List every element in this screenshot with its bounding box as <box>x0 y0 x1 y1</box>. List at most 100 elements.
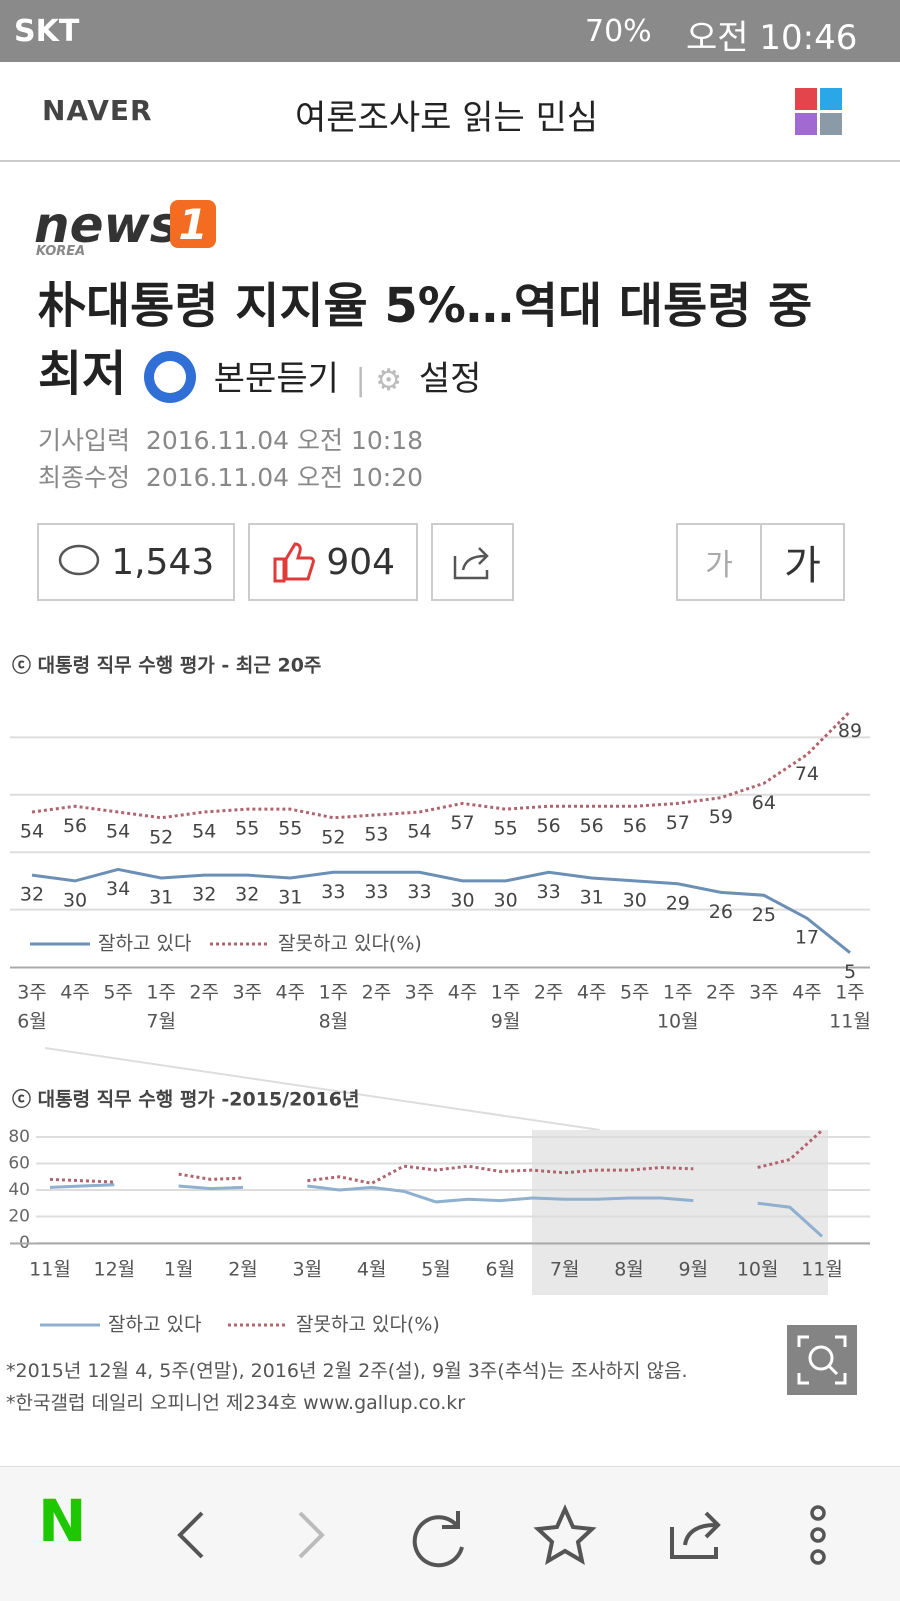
like-button[interactable]: 904 <box>248 523 418 601</box>
data-label: 56 <box>623 815 647 837</box>
settings-button[interactable]: 설정 <box>418 359 482 399</box>
logo-num: 1 <box>170 200 216 249</box>
footnote: *2015년 12월 4, 5주(연말), 2016년 2월 2주(설), 9월… <box>6 1360 688 1382</box>
footnotes: *2015년 12월 4, 5주(연말), 2016년 2월 2주(설), 9월… <box>6 1355 688 1419</box>
x-tick-label: 4주 <box>276 982 306 1004</box>
data-label: 89 <box>838 720 862 742</box>
data-label: 56 <box>580 815 604 837</box>
share[interactable] <box>670 1511 721 1559</box>
data-label: 55 <box>278 818 302 840</box>
data-label: 33 <box>321 881 345 903</box>
data-label: 30 <box>450 889 474 911</box>
listen-icon[interactable] <box>143 350 197 404</box>
x-tick-label: 4주 <box>448 982 478 1004</box>
font-small: 가 <box>705 548 733 583</box>
x-tick-label: 9월 <box>491 1011 521 1033</box>
data-label: 30 <box>493 889 517 911</box>
data-label: 33 <box>537 881 561 903</box>
header: NAVER 여론조사로 읽는 민심 <box>0 62 900 162</box>
data-label: 54 <box>106 821 130 843</box>
data-label: 57 <box>450 812 474 834</box>
back[interactable] <box>177 1511 204 1559</box>
data-label: 33 <box>364 881 388 903</box>
x-tick-label: 10월 <box>737 1259 779 1281</box>
footnote: *한국갤럽 데일리 오피니언 제234호 www.gallup.co.kr <box>6 1392 466 1414</box>
legend-label: 잘못하고 있다(%) <box>278 933 422 955</box>
x-tick-label: 3주 <box>749 982 779 1004</box>
x-tick-label: 5월 <box>421 1259 451 1281</box>
naver-home[interactable]: N <box>38 1487 87 1555</box>
data-label: 74 <box>795 763 819 785</box>
brand[interactable]: NAVER <box>42 94 153 127</box>
series-line <box>49 1129 824 1185</box>
data-label: 56 <box>63 815 87 837</box>
x-tick-label: 1주 <box>319 982 349 1004</box>
reload[interactable] <box>412 1511 464 1568</box>
comment-button[interactable]: 1,543 <box>37 523 235 601</box>
x-tick-label: 5주 <box>620 982 650 1004</box>
x-tick-label: 10월 <box>657 1011 699 1033</box>
header-title: 여론조사로 읽는 민심 <box>295 98 599 138</box>
x-tick-label: 9월 <box>679 1259 709 1281</box>
data-label: 33 <box>407 881 431 903</box>
legend-label: 잘못하고 있다(%) <box>296 1314 440 1336</box>
y-tick-label: 80 <box>8 1127 30 1147</box>
data-label: 59 <box>709 806 733 828</box>
more[interactable] <box>810 1505 826 1565</box>
data-label: 54 <box>407 821 431 843</box>
data-label: 32 <box>20 884 44 906</box>
data-label: 29 <box>666 892 690 914</box>
x-tick-label: 2주 <box>534 982 564 1004</box>
modified-label: 최종수정 <box>38 463 131 492</box>
x-tick-label: 8월 <box>614 1259 644 1281</box>
forward[interactable] <box>298 1511 325 1559</box>
chart-title: ⓒ 대통령 직무 수행 평가 - 최근 20주 <box>12 654 321 677</box>
data-label: 53 <box>364 823 388 845</box>
chart-yearly: ⓒ 대통령 직무 수행 평가 -2015/2016년02040608011월12… <box>8 1047 870 1336</box>
x-tick-label: 11월 <box>829 1011 871 1033</box>
meta: 기사입력 2016.11.04 오전 10:18 최종수정 2016.11.04… <box>38 422 423 496</box>
data-label: 26 <box>709 901 733 923</box>
x-tick-label: 4월 <box>357 1259 387 1281</box>
menu-icon[interactable] <box>795 88 843 136</box>
x-tick-label: 3월 <box>293 1259 323 1281</box>
share-button[interactable] <box>431 523 514 601</box>
listen-button[interactable]: 본문듣기 <box>213 359 339 399</box>
x-tick-label: 3주 <box>405 982 435 1004</box>
x-tick-label: 2주 <box>189 982 219 1004</box>
bottom-nav: N <box>0 1466 900 1601</box>
like-icon <box>273 542 315 583</box>
y-tick-label: 40 <box>8 1180 30 1200</box>
data-label: 32 <box>235 884 259 906</box>
data-label: 25 <box>752 904 776 926</box>
published-label: 기사입력 <box>38 426 131 455</box>
data-label: 54 <box>20 821 44 843</box>
like-count: 904 <box>326 541 396 583</box>
data-label: 56 <box>537 815 561 837</box>
series-line <box>31 710 852 820</box>
modified: 2016.11.04 오전 10:20 <box>145 463 424 492</box>
data-label: 57 <box>666 812 690 834</box>
font-large-button[interactable]: 가 <box>760 523 845 601</box>
data-label: 32 <box>192 884 216 906</box>
x-tick-label: 8월 <box>319 1011 349 1033</box>
x-tick-label: 4주 <box>577 982 607 1004</box>
zoom-button[interactable] <box>787 1325 857 1395</box>
battery: 70% <box>585 14 652 49</box>
published: 2016.11.04 오전 10:18 <box>145 426 424 455</box>
legend-label: 잘하고 있다 <box>108 1314 201 1336</box>
data-label: 52 <box>149 826 173 848</box>
x-tick-label: 1월 <box>164 1259 194 1281</box>
x-tick-label: 5주 <box>103 982 133 1004</box>
logo-sub: KOREA <box>36 244 86 259</box>
x-tick-label: 7월 <box>146 1011 176 1033</box>
x-tick-label: 1주 <box>491 982 521 1004</box>
series-line <box>31 867 851 954</box>
bookmark[interactable] <box>533 1504 597 1566</box>
x-tick-label: 2주 <box>706 982 736 1004</box>
carrier: SKT <box>14 14 80 49</box>
font-small-button[interactable]: 가 <box>676 523 762 601</box>
zoom-icon <box>797 1335 847 1385</box>
x-tick-label: 1주 <box>146 982 176 1004</box>
data-label: 54 <box>192 821 216 843</box>
